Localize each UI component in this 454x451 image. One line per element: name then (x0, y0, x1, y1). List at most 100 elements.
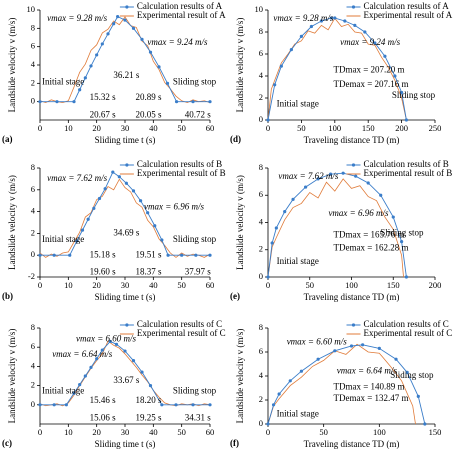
annotation: 19.25 s (136, 412, 163, 422)
data-point (400, 90, 404, 95)
series-line (39, 340, 211, 407)
data-point (83, 374, 87, 378)
annotation: 15.32 s (90, 92, 117, 102)
series-line (267, 343, 416, 425)
y-tick-label: 8 (31, 22, 35, 32)
data-point (123, 349, 127, 353)
data-point (38, 403, 42, 407)
data-point (309, 24, 314, 29)
x-tick-label: 0 (38, 427, 42, 437)
y-tick-label: 6 (31, 341, 35, 351)
data-point (180, 253, 184, 257)
annotation: 19.60 s (90, 267, 117, 277)
x-tick-label: 0 (266, 427, 270, 437)
data-point (160, 403, 164, 407)
y-axis-label: Landslide velocity v (m/s) (235, 175, 245, 270)
data-point (194, 253, 198, 257)
y-tick-label: 6 (31, 184, 35, 194)
data-point (361, 343, 365, 347)
data-point (208, 100, 212, 104)
y-tick-label: 0 (259, 114, 263, 124)
x-tick-label: 200 (429, 280, 442, 290)
legend-marker (351, 163, 356, 167)
data-point (100, 348, 104, 352)
data-point (153, 224, 157, 228)
annotation: 19.51 s (136, 249, 163, 259)
legend-label: Calculation results of B (137, 159, 222, 169)
legend-label: Calculation results of A (363, 1, 449, 11)
x-tick-label: 30 (121, 280, 130, 290)
panel-label: (c) (2, 438, 12, 448)
legend-label: Experimental result of C (363, 328, 452, 338)
x-tick-label: 50 (177, 123, 186, 133)
data-point (148, 50, 153, 54)
data-point (116, 15, 120, 19)
legend-label: Experimental result of A (137, 10, 226, 20)
annotation: vmax = 9.24 m/s (147, 37, 208, 47)
data-point (289, 48, 293, 52)
data-point (38, 100, 42, 104)
legend-label: Calculation results of C (137, 319, 222, 329)
data-point (343, 19, 347, 23)
y-tick-label: 8 (259, 322, 263, 332)
data-point (106, 32, 110, 36)
x-tick-label: 20 (92, 427, 101, 437)
panel: 0 2 4 6 8 0 10 20 30 40 50 60 Sliding time t (s) Land… (2, 319, 226, 449)
data-point (283, 210, 287, 214)
y-tick-label: 2 (259, 92, 263, 102)
y-tick-label: 2 (31, 380, 35, 390)
data-point (329, 16, 334, 20)
axis-frame (39, 168, 210, 278)
series-line (39, 178, 211, 258)
data-point (117, 175, 121, 179)
y-tick-label: 0 (31, 96, 35, 106)
x-axis-label: Sliding time t (s) (95, 135, 156, 145)
legend-label: Calculation results of B (363, 159, 448, 169)
annotation: 34.69 s (113, 227, 139, 237)
data-point (400, 239, 404, 244)
data-point (157, 65, 161, 69)
y-axis-label: Landslide velocity v (m/s) (7, 175, 17, 270)
data-point (341, 171, 345, 175)
data-point (131, 189, 136, 193)
annotation: vmax = 9.28 m/s (47, 13, 108, 23)
series-line (39, 16, 211, 104)
data-point (274, 226, 278, 230)
data-point (95, 53, 99, 57)
legend-label: Calculation results of C (363, 319, 448, 329)
y-tick-label: 2 (31, 77, 35, 87)
annotation: vmax = 6.60 m/s (287, 336, 348, 346)
x-tick-label: 200 (395, 123, 408, 133)
data-point (208, 403, 212, 407)
y-tick-label: 4 (259, 70, 264, 80)
data-point (165, 81, 170, 85)
data-point (349, 344, 354, 348)
data-point (89, 365, 93, 369)
annotation: 20.89 s (136, 92, 163, 102)
legend-marker (125, 323, 129, 327)
legend-label: Experimental result of B (363, 168, 452, 178)
x-axis-label: Sliding time t (s) (95, 439, 156, 449)
annotation: 18.20 s (136, 395, 163, 405)
data-point (64, 403, 68, 407)
x-tick-label: 50 (177, 427, 186, 437)
data-point (333, 16, 337, 20)
data-point (333, 349, 337, 353)
annotation: Initial stage (42, 77, 84, 87)
series-line (267, 344, 426, 425)
data-point (92, 206, 96, 210)
data-point (112, 22, 116, 26)
data-point (353, 23, 357, 27)
annotation: Sliding stop (173, 77, 217, 87)
annotation: Sliding stop (380, 227, 424, 237)
data-point (95, 357, 99, 361)
annotation: Initial stage (42, 234, 84, 244)
data-point (299, 34, 303, 39)
annotation: Sliding stop (173, 234, 217, 244)
annotation: TDemax = 132.47 m (333, 393, 408, 403)
annotation: 20.05 s (136, 110, 163, 120)
panel: 0 2 4 6 8 0 50 100 150 Traveling distance TD (m) L… (230, 319, 452, 449)
x-tick-label: 100 (345, 280, 358, 290)
